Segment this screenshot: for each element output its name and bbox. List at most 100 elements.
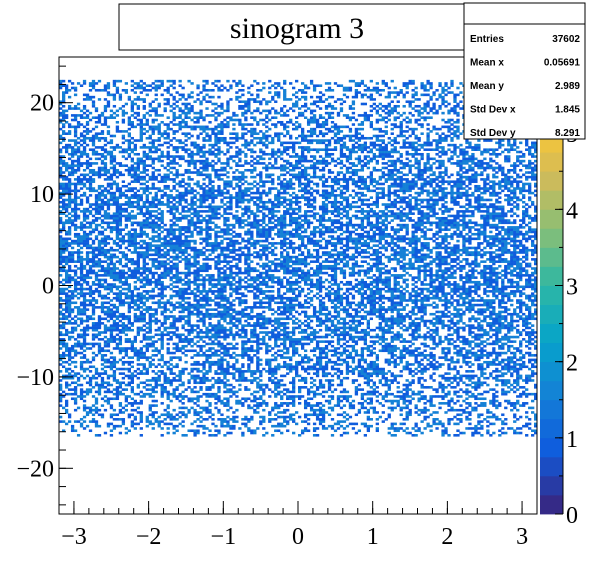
heatmap-cell	[417, 399, 421, 403]
heatmap-cell	[205, 312, 209, 316]
heatmap-cell	[85, 292, 90, 295]
heatmap-cell	[124, 383, 129, 387]
heatmap-cell	[73, 408, 78, 412]
heatmap-cell	[525, 344, 529, 348]
heatmap-cell	[336, 367, 341, 371]
heatmap-cell	[435, 333, 439, 337]
heatmap-cell	[115, 360, 120, 364]
heatmap-cell	[408, 363, 412, 366]
heatmap-cell	[495, 390, 499, 394]
heatmap-cell	[274, 340, 278, 343]
heatmap-cell	[444, 358, 448, 362]
heatmap-cell	[139, 349, 143, 353]
heatmap-cell	[384, 296, 388, 300]
heatmap-cell	[148, 335, 152, 339]
heatmap-cell	[513, 431, 517, 435]
heatmap-cell	[232, 347, 236, 350]
heatmap-cell	[459, 347, 463, 350]
heatmap-cell	[82, 294, 87, 298]
heatmap-cell	[289, 365, 293, 369]
heatmap-cell	[289, 367, 293, 371]
heatmap-cell	[241, 335, 245, 339]
heatmap-cell	[178, 376, 182, 380]
heatmap-cell	[112, 363, 117, 366]
heatmap-cell	[175, 365, 179, 369]
heatmap-cell	[435, 306, 439, 309]
heatmap-cell	[324, 312, 329, 316]
heatmap-cell	[336, 358, 341, 362]
heatmap-cell	[151, 411, 155, 414]
heatmap-cell	[375, 418, 379, 421]
heatmap-cell	[118, 331, 123, 334]
heatmap-cell	[292, 431, 296, 435]
heatmap-cell	[142, 344, 146, 348]
heatmap-cell	[148, 360, 152, 364]
heatmap-cell	[507, 363, 511, 366]
heatmap-cell	[103, 328, 108, 332]
heatmap-cell	[295, 365, 299, 369]
heatmap-cell	[289, 395, 293, 398]
heatmap-cell	[178, 294, 182, 298]
heatmap-cell	[420, 299, 424, 302]
heatmap-cell	[336, 292, 341, 295]
heatmap-cell	[339, 383, 344, 387]
heatmap-cell	[435, 303, 439, 307]
heatmap-cell	[163, 386, 167, 389]
heatmap-cell	[85, 392, 90, 396]
heatmap-cell	[489, 422, 493, 426]
heatmap-cell	[262, 306, 266, 309]
heatmap-cell	[190, 374, 194, 378]
heatmap-cell	[136, 383, 140, 387]
heatmap-cell	[378, 303, 382, 307]
heatmap-cell	[223, 287, 227, 291]
heatmap-cell	[309, 408, 314, 412]
heatmap-cell	[274, 424, 278, 428]
heatmap-cell	[283, 360, 287, 364]
heatmap-cell	[199, 363, 203, 366]
heatmap-cell	[232, 310, 236, 314]
heatmap-cell	[127, 306, 131, 309]
heatmap-cell	[79, 392, 84, 396]
heatmap-cell	[519, 351, 523, 355]
heatmap-cell	[330, 374, 335, 378]
heatmap-cell	[372, 335, 376, 339]
heatmap-cell	[76, 335, 81, 339]
heatmap-cell	[109, 397, 114, 401]
heatmap-cell	[513, 429, 517, 433]
heatmap-cell	[432, 411, 436, 414]
heatmap-cell	[381, 331, 385, 334]
heatmap-cell	[444, 427, 448, 430]
heatmap-cell	[369, 310, 373, 314]
heatmap-cell	[295, 370, 299, 373]
heatmap-cell	[283, 365, 287, 369]
heatmap-cell	[396, 429, 400, 433]
heatmap-cell	[118, 431, 123, 435]
heatmap-cell	[64, 422, 69, 426]
heatmap-cell	[309, 386, 314, 389]
heatmap-cell	[130, 360, 134, 364]
heatmap-cell	[205, 418, 209, 421]
heatmap-cell	[97, 331, 102, 334]
heatmap-cell	[423, 335, 427, 339]
heatmap-cell	[393, 429, 397, 433]
heatmap-cell	[414, 411, 418, 414]
heatmap-cell	[318, 319, 323, 323]
heatmap-cell	[492, 308, 496, 311]
heatmap-cell	[97, 434, 102, 437]
heatmap-cell	[220, 331, 224, 334]
heatmap-cell	[384, 344, 388, 348]
heatmap-cell	[166, 342, 170, 346]
heatmap-cell	[160, 294, 164, 298]
heatmap-cell	[238, 317, 242, 321]
heatmap-cell	[220, 344, 224, 348]
heatmap-cell	[115, 418, 120, 421]
heatmap-cell	[390, 402, 394, 405]
heatmap-cell	[486, 322, 490, 325]
heatmap-cell	[366, 344, 370, 348]
heatmap-cell	[348, 324, 353, 327]
heatmap-cell	[492, 404, 496, 407]
heatmap-cell	[414, 317, 418, 321]
heatmap-cell	[208, 354, 212, 357]
heatmap-cell	[286, 303, 290, 307]
heatmap-cell	[345, 310, 350, 314]
